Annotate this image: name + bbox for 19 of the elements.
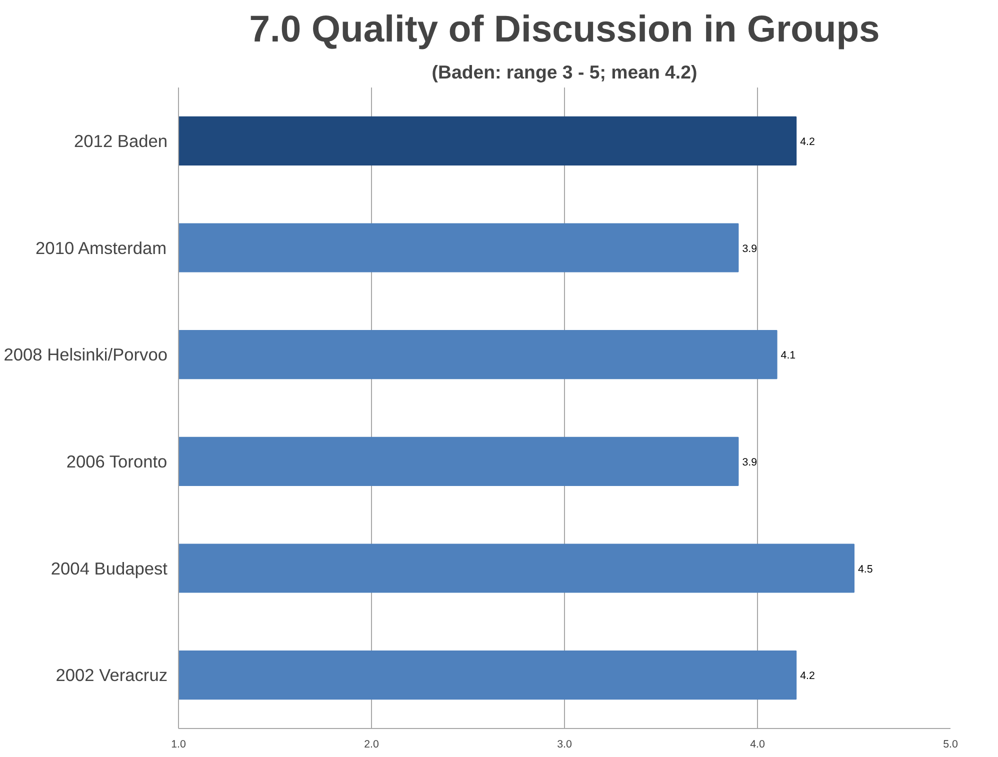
data-label: 4.5 <box>858 563 873 576</box>
x-tick-label: 4.0 <box>750 738 765 750</box>
x-tick-label: 1.0 <box>171 738 186 750</box>
chart-title: 7.0 Quality of Discussion in Groups <box>249 8 880 50</box>
x-tick-label: 5.0 <box>943 738 958 750</box>
y-tick-label: 2002 Veracruz <box>56 665 168 686</box>
data-label: 4.2 <box>800 136 815 148</box>
data-label: 4.2 <box>800 670 815 682</box>
data-label: 3.9 <box>742 456 758 468</box>
x-tick-label: 3.0 <box>557 738 572 750</box>
data-label: 3.9 <box>742 242 758 255</box>
y-tick-label: 2008 Helsinki/Porvoo <box>4 344 168 365</box>
y-tick-label: 2012 Baden <box>74 130 168 151</box>
y-tick-label: 2010 Amsterdam <box>36 238 167 258</box>
chart-subtitle: (Baden: range 3 - 5; mean 4.2) <box>432 62 698 82</box>
x-tick-label: 2.0 <box>364 738 379 750</box>
y-tick-label: 2006 Toronto <box>66 451 168 472</box>
y-tick-label: 2004 Budapest <box>50 558 168 578</box>
data-label: 4.1 <box>780 350 796 362</box>
